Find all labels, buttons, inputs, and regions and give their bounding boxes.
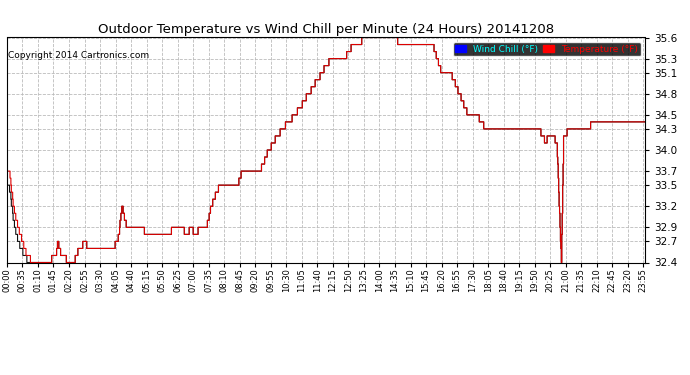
Legend: Wind Chill (°F), Temperature (°F): Wind Chill (°F), Temperature (°F) [453,42,640,56]
Text: Copyright 2014 Cartronics.com: Copyright 2014 Cartronics.com [8,51,149,60]
Title: Outdoor Temperature vs Wind Chill per Minute (24 Hours) 20141208: Outdoor Temperature vs Wind Chill per Mi… [98,23,554,36]
